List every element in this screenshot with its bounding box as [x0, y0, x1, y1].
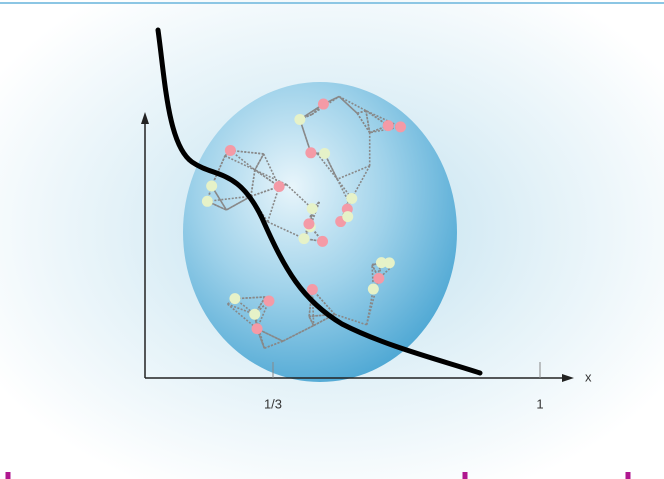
crosslink	[368, 284, 379, 295]
axis-label: x	[585, 369, 592, 384]
tick-label: 1/3	[264, 396, 282, 411]
crosslink	[305, 147, 316, 158]
sphere	[183, 82, 457, 382]
crosslink	[383, 120, 394, 131]
crosslink	[202, 196, 213, 207]
crosslink	[395, 121, 406, 132]
crosslink	[307, 203, 318, 214]
crosslink	[373, 273, 384, 284]
crosslink	[317, 236, 328, 247]
crosslink	[225, 145, 236, 156]
crosslink	[318, 99, 329, 110]
crosslink	[376, 257, 387, 268]
crosslink	[206, 181, 217, 192]
crosslink	[274, 181, 285, 192]
crosslink	[319, 148, 330, 159]
crosslink	[299, 233, 310, 244]
crosslink	[249, 309, 260, 320]
crosslink	[229, 293, 240, 304]
tick-label: 1	[536, 396, 543, 411]
crosslink	[342, 211, 353, 222]
crosslink	[263, 295, 274, 306]
crosslink	[303, 218, 314, 229]
illustration: 1/3 1 x	[0, 0, 664, 479]
crosslink	[346, 193, 357, 204]
crosslink	[307, 284, 318, 295]
crosslink	[294, 114, 305, 125]
crosslink	[252, 323, 263, 334]
